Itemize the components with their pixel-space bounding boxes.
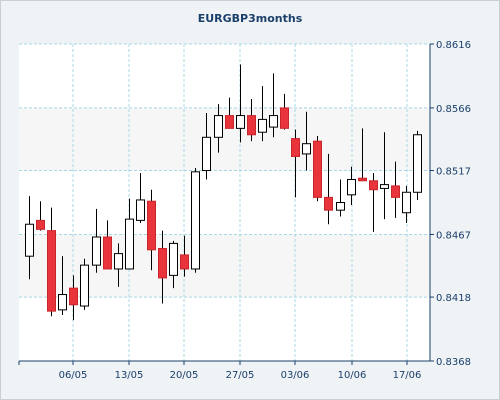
candle-body-down — [180, 254, 189, 270]
candle-body-down — [69, 287, 78, 306]
y-tick-label: 0.8418 — [436, 293, 471, 304]
candle-body-down — [358, 177, 367, 182]
candle-body-down — [36, 219, 45, 230]
candle-body-up — [114, 253, 123, 270]
y-tick-label: 0.8467 — [436, 230, 471, 241]
candle-body-up — [347, 178, 356, 196]
candle-body-up — [92, 236, 101, 266]
candle-body-up — [80, 264, 89, 307]
plot-band — [19, 107, 430, 171]
candle-body-down — [280, 107, 289, 129]
candle-body-up — [380, 184, 389, 189]
plot-area — [19, 44, 430, 361]
y-tick-label: 0.8566 — [436, 104, 471, 115]
candle-body-up — [136, 199, 145, 221]
candle-body-up — [202, 136, 211, 172]
candle-body-down — [225, 115, 234, 129]
candle-body-up — [269, 115, 278, 128]
y-tick-label: 0.8517 — [436, 167, 471, 178]
candle-body-up — [214, 115, 223, 138]
candle-body-up — [58, 294, 67, 311]
candle-body-up — [413, 134, 422, 193]
candle-body-up — [236, 115, 245, 129]
candle-body-up — [25, 223, 34, 257]
candle-body-up — [336, 202, 345, 211]
y-tick-label: 0.8368 — [436, 357, 471, 368]
candle-body-up — [125, 218, 134, 270]
candle-body-down — [324, 196, 333, 211]
x-tick-label: 06/05 — [59, 370, 88, 381]
x-tick-label: 10/06 — [338, 370, 367, 381]
candle-body-up — [402, 191, 411, 214]
candle-body-down — [147, 200, 156, 251]
y-tick-label: 0.8616 — [436, 40, 471, 51]
candle-body-up — [302, 143, 311, 155]
candle-body-up — [191, 171, 200, 270]
x-tick-label: 20/05 — [170, 370, 199, 381]
candle-body-down — [47, 230, 56, 312]
candle-body-down — [313, 140, 322, 198]
x-tick-label: 17/06 — [393, 370, 422, 381]
candle-body-up — [258, 118, 267, 133]
candle-body-down — [158, 248, 167, 279]
chart-title: EURGBP3months — [198, 12, 303, 25]
x-tick-label: 03/06 — [281, 370, 310, 381]
candle-body-down — [291, 138, 300, 157]
candle-body-down — [369, 180, 378, 191]
x-tick-label: 13/05 — [115, 370, 144, 381]
x-tick-label: 27/05 — [226, 370, 255, 381]
candle-body-down — [247, 115, 256, 136]
candle-body-up — [169, 242, 178, 276]
candle-body-down — [391, 185, 400, 198]
candle-body-down — [103, 236, 112, 270]
